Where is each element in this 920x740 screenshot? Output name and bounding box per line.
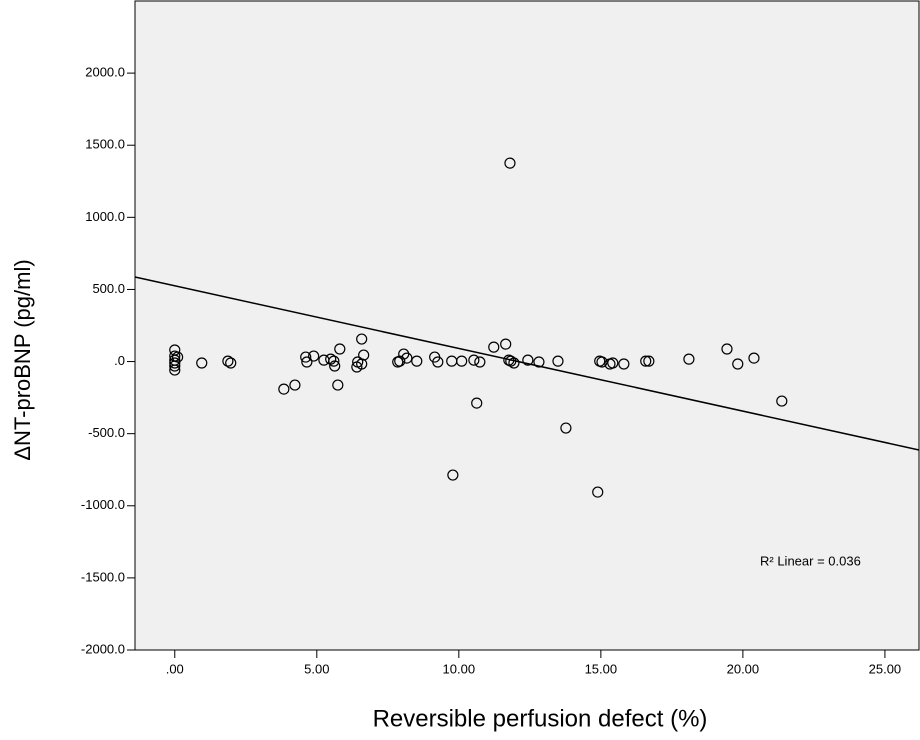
- scatter-point: [592, 486, 604, 498]
- scatter-point: [172, 351, 184, 363]
- x-tick-label: 5.00: [304, 661, 329, 676]
- scatter-point: [618, 358, 630, 370]
- x-tick-label: 10.00: [443, 661, 476, 676]
- scatter-point: [560, 422, 572, 434]
- y-tick-label: -1500.0: [81, 569, 125, 584]
- scatter-point: [471, 397, 483, 409]
- scatter-point: [500, 338, 512, 350]
- scatter-point: [401, 352, 413, 364]
- scatter-point: [432, 356, 444, 368]
- scatter-point: [552, 355, 564, 367]
- scatter-point: [522, 354, 534, 366]
- y-tick-label: -2000.0: [81, 641, 125, 656]
- scatter-point: [474, 356, 486, 368]
- scatter-point: [332, 379, 344, 391]
- scatter-point: [301, 356, 313, 368]
- x-tick-label: 25.00: [869, 661, 902, 676]
- scatter-point: [776, 395, 788, 407]
- scatter-point: [334, 343, 346, 355]
- scatter-point: [508, 357, 520, 369]
- y-tick-label: -500.0: [88, 425, 125, 440]
- regression-line: [134, 276, 920, 451]
- scatter-point: [488, 341, 500, 353]
- scatter-point: [196, 357, 208, 369]
- x-tick-label: 15.00: [585, 661, 618, 676]
- scatter-point: [533, 356, 545, 368]
- scatter-point: [683, 353, 695, 365]
- scatter-point: [278, 383, 290, 395]
- x-tick-label: .00: [166, 661, 184, 676]
- scatter-point: [411, 355, 423, 367]
- y-tick-label: 500.0: [92, 281, 125, 296]
- plot-area: [134, 0, 920, 651]
- scatter-point: [289, 379, 301, 391]
- scatter-point: [596, 356, 608, 368]
- scatter-point: [468, 354, 480, 366]
- scatter-point: [643, 355, 655, 367]
- y-tick-label: 2000.0: [85, 65, 125, 80]
- scatter-point: [356, 333, 368, 345]
- scatter-point: [456, 355, 468, 367]
- x-axis-label: Reversible perfusion defect (%): [373, 705, 708, 732]
- scatter-point: [721, 343, 733, 355]
- scatter-point: [308, 350, 320, 362]
- scatter-point: [504, 157, 516, 169]
- scatter-point: [732, 358, 744, 370]
- y-tick-label: 1000.0: [85, 209, 125, 224]
- x-tick-label: 20.00: [727, 661, 760, 676]
- scatter-point: [222, 355, 234, 367]
- y-tick-label: 1500.0: [85, 137, 125, 152]
- annotation: R² Linear = 0.036: [760, 553, 861, 568]
- scatter-point: [358, 349, 370, 361]
- y-tick-label: -1000.0: [81, 497, 125, 512]
- y-tick-label: .0: [114, 353, 125, 368]
- scatter-point: [169, 364, 181, 376]
- scatter-point: [169, 357, 181, 369]
- scatter-point: [329, 360, 341, 372]
- scatter-point: [328, 355, 340, 367]
- scatter-point: [447, 469, 459, 481]
- scatter-point: [607, 357, 619, 369]
- scatter-point: [640, 355, 652, 367]
- scatter-point: [300, 351, 312, 363]
- scatter-point: [225, 357, 237, 369]
- scatter-point: [748, 352, 760, 364]
- y-axis-label: ΔNT-proBNP (pg/ml): [10, 259, 35, 460]
